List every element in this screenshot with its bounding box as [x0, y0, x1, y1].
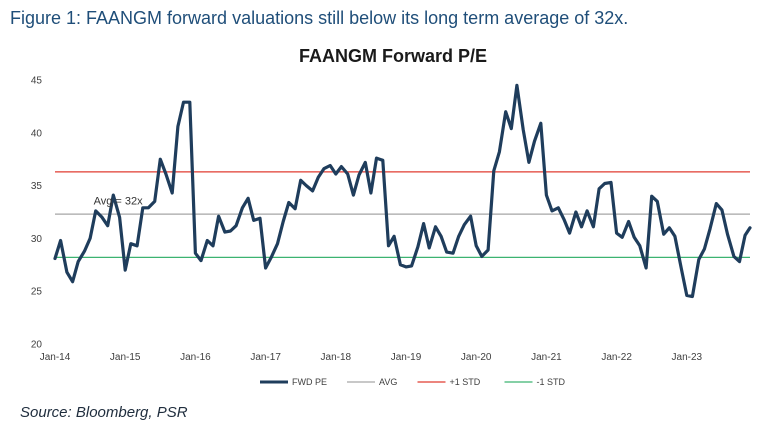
legend: FWD PE AVG +1 STD -1 STD [260, 377, 566, 387]
y-tick-label: 20 [31, 340, 43, 351]
x-tick-label: Jan-15 [110, 352, 141, 363]
series-line-fwd-pe [53, 83, 752, 299]
series-lines [53, 83, 752, 299]
legend-label: +1 STD [450, 377, 481, 387]
x-tick-label: Jan-18 [321, 352, 352, 363]
y-tick-label: 40 [31, 128, 43, 139]
x-axis-tick-labels: Jan-14 Jan-15 Jan-16 Jan-17 Jan-18 Jan-19 Jan-… [40, 352, 703, 363]
legend-label: FWD PE [292, 377, 327, 387]
source-note: Source: Bloomberg, PSR [20, 404, 188, 421]
chart-title: FAANGM Forward P/E [299, 46, 487, 66]
x-tick-label: Jan-21 [531, 352, 562, 363]
x-tick-label: Jan-14 [40, 352, 71, 363]
x-tick-label: Jan-23 [672, 352, 703, 363]
x-tick-label: Jan-22 [601, 352, 632, 363]
y-tick-label: 35 [31, 181, 43, 192]
y-axis-tick-labels: 20 25 30 35 40 45 [31, 76, 43, 351]
x-tick-label: Jan-16 [180, 352, 211, 363]
figure-title: Figure 1: FAANGM forward valuations stil… [10, 8, 629, 28]
legend-label: AVG [379, 377, 397, 387]
y-tick-label: 45 [31, 76, 43, 87]
annotations: Avg = 32x [94, 196, 144, 208]
y-tick-label: 25 [31, 287, 43, 298]
avg-annotation: Avg = 32x [94, 196, 144, 208]
x-tick-label: Jan-20 [461, 352, 492, 363]
legend-label: -1 STD [537, 377, 566, 387]
x-tick-label: Jan-19 [391, 352, 422, 363]
y-tick-label: 30 [31, 234, 43, 245]
x-tick-label: Jan-17 [250, 352, 281, 363]
reference-lines [55, 171, 750, 259]
